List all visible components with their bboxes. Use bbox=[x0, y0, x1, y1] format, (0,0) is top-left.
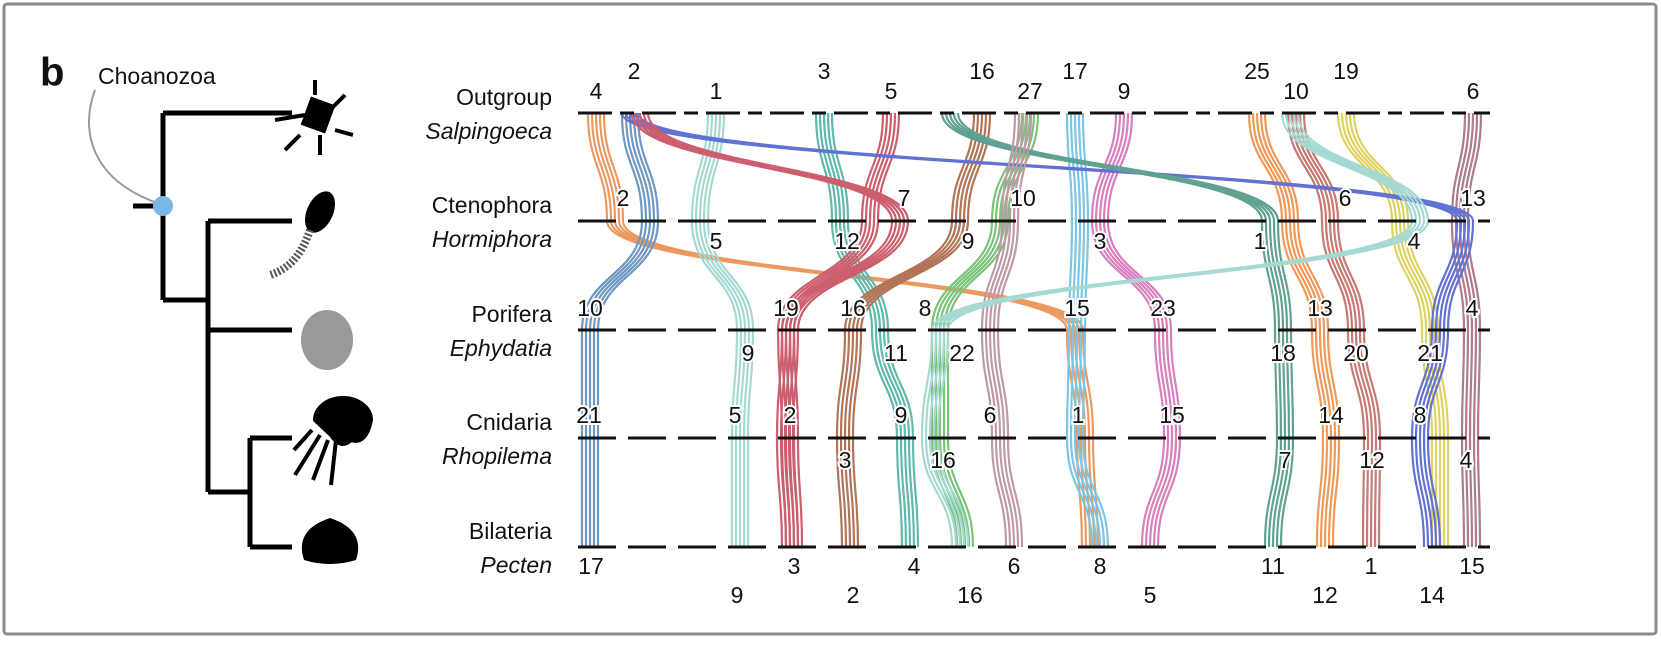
chromosome-label: 4 bbox=[1460, 447, 1473, 473]
chromosome-label: 4 bbox=[908, 553, 921, 579]
chromosome-label: 5 bbox=[1144, 582, 1157, 608]
chromosome-label: 7 bbox=[898, 185, 911, 211]
species-name: Hormiphora bbox=[432, 226, 552, 252]
chromosome-label: 3 bbox=[839, 447, 852, 473]
chromosome-label: 11 bbox=[1261, 553, 1285, 579]
chromosome-label: 9 bbox=[731, 582, 744, 608]
clade-name: Cnidaria bbox=[466, 409, 552, 435]
chromosome-label: 2 bbox=[628, 58, 641, 84]
clade-name: Porifera bbox=[471, 301, 552, 327]
chromosome-label: 13 bbox=[1460, 185, 1486, 211]
chromosome-label: 4 bbox=[1408, 228, 1421, 254]
chromosome-label: 9 bbox=[895, 402, 908, 428]
chromosome-label: 2 bbox=[784, 402, 797, 428]
chromosome-label: 21 bbox=[1417, 340, 1443, 366]
chromosome-label: 19 bbox=[773, 295, 799, 321]
chromosome-label: 22 bbox=[949, 340, 975, 366]
chromosome-label: 9 bbox=[962, 228, 975, 254]
figure: b Choanozoa OutgroupSalpingoeca421351627… bbox=[0, 0, 1661, 672]
chromosome-label: 15 bbox=[1459, 553, 1485, 579]
chromosome-label: 8 bbox=[919, 295, 932, 321]
chromosome-label: 15 bbox=[1159, 402, 1185, 428]
chromosome-label: 12 bbox=[834, 228, 860, 254]
chromosome-label: 8 bbox=[1414, 402, 1427, 428]
chromosome-label: 18 bbox=[1270, 340, 1296, 366]
species-name: Rhopilema bbox=[442, 443, 552, 469]
panel-label: b bbox=[40, 51, 64, 95]
chromosome-label: 19 bbox=[1333, 58, 1359, 84]
chromosome-label: 1 bbox=[1254, 228, 1267, 254]
chromosome-label: 13 bbox=[1307, 295, 1333, 321]
chromosome-label: 9 bbox=[742, 340, 755, 366]
clade-name: Outgroup bbox=[456, 84, 552, 110]
chromosome-label: 14 bbox=[1419, 582, 1445, 608]
chromosome-label: 3 bbox=[1094, 228, 1107, 254]
chromosome-label: 1 bbox=[1072, 402, 1085, 428]
chromosome-label: 4 bbox=[590, 78, 603, 104]
chromosome-label: 6 bbox=[1467, 78, 1480, 104]
chromosome-label: 27 bbox=[1017, 78, 1043, 104]
chromosome-label: 6 bbox=[1339, 185, 1352, 211]
chromosome-label: 5 bbox=[710, 228, 723, 254]
chromosome-label: 2 bbox=[847, 582, 860, 608]
chromosome-label: 8 bbox=[1094, 553, 1107, 579]
species-name: Pecten bbox=[480, 552, 552, 578]
chromosome-label: 17 bbox=[1062, 58, 1088, 84]
chromosome-label: 1 bbox=[1365, 553, 1378, 579]
clade-name: Ctenophora bbox=[432, 192, 552, 218]
chromosome-label: 15 bbox=[1064, 295, 1090, 321]
chromosome-label: 1 bbox=[710, 78, 723, 104]
chromosome-label: 5 bbox=[885, 78, 898, 104]
chromosome-label: 16 bbox=[957, 582, 983, 608]
chromosome-label: 10 bbox=[1010, 185, 1036, 211]
clade-name: Bilateria bbox=[469, 518, 552, 544]
chromosome-label: 16 bbox=[969, 58, 995, 84]
chromosome-label: 4 bbox=[1466, 295, 1479, 321]
chromosome-label: 12 bbox=[1359, 447, 1385, 473]
chromosome-label: 16 bbox=[840, 295, 866, 321]
chromosome-label: 14 bbox=[1318, 402, 1344, 428]
chromosome-label: 10 bbox=[1283, 78, 1309, 104]
chromosome-label: 3 bbox=[818, 58, 831, 84]
chromosome-label: 21 bbox=[576, 402, 602, 428]
chromosome-label: 12 bbox=[1312, 582, 1338, 608]
node-label: Choanozoa bbox=[98, 63, 216, 89]
chromosome-label: 17 bbox=[578, 553, 604, 579]
chromosome-label: 9 bbox=[1118, 78, 1131, 104]
species-name: Ephydatia bbox=[450, 335, 552, 361]
chromosome-label: 11 bbox=[884, 340, 908, 366]
chromosome-label: 6 bbox=[984, 402, 997, 428]
chromosome-label: 7 bbox=[1279, 447, 1292, 473]
chromosome-label: 20 bbox=[1343, 340, 1369, 366]
species-name: Salpingoeca bbox=[425, 118, 552, 144]
chromosome-label: 6 bbox=[1008, 553, 1021, 579]
chromosome-label: 25 bbox=[1244, 58, 1270, 84]
chromosome-label: 5 bbox=[729, 402, 742, 428]
chromosome-label: 3 bbox=[788, 553, 801, 579]
chromosome-label: 10 bbox=[577, 295, 603, 321]
chromosome-label: 23 bbox=[1150, 295, 1176, 321]
chromosome-label: 16 bbox=[930, 447, 956, 473]
chromosome-label: 2 bbox=[617, 185, 630, 211]
